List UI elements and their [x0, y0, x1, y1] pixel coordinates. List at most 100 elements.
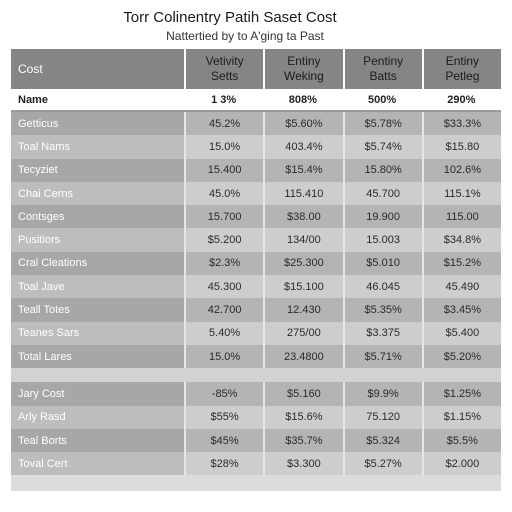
table-row: Teanes Sars 5.40% 275/00 $3.375 $5.400	[11, 321, 501, 345]
name-row-cell: 290%	[447, 93, 476, 106]
header-corner: Cost	[18, 62, 43, 76]
table-cell: 45.0%	[184, 181, 263, 206]
table-cell: 102.6%	[421, 158, 501, 182]
table-cell: $33.3%	[421, 112, 501, 136]
column-header: Pentiny Batts	[342, 49, 422, 89]
table-row: Getticus 45.2% $5.60% $5.78% $33.3%	[11, 112, 501, 136]
table-cell: $28%	[184, 452, 263, 476]
row-label: Teal Borts	[11, 428, 184, 453]
table-cell: $9.9%	[342, 382, 422, 406]
table-cell: $5.71%	[342, 344, 422, 369]
table-cell: 15.80%	[342, 158, 422, 182]
table-cell: $3.375	[342, 321, 422, 345]
table-cell: 15.003	[342, 228, 422, 252]
table-cell: 15.0%	[184, 135, 263, 159]
table-cell: 115.00	[421, 205, 501, 229]
table-row: Tecyziet 15.400 $15.4% 15.80% 102.6%	[11, 158, 501, 182]
row-label: Arly Rasd	[11, 405, 184, 429]
table-cell: 115.1%	[421, 181, 501, 206]
page-title: Torr Colinentry Patih Saset Cost	[123, 9, 337, 26]
table-row: Arly Rasd $55% $15.6% 75.120 $1.15%	[11, 405, 501, 429]
column-header: Entiny Petleg	[421, 49, 501, 89]
row-label: Tecyziet	[11, 158, 184, 182]
table-cell: 15.400	[184, 158, 263, 182]
table-cell: $5.5%	[421, 428, 501, 453]
table-row: Teal Borts $45% $35.7% $5.324 $5.5%	[11, 428, 501, 453]
table-cell: 45.490	[421, 275, 501, 299]
table-cell: $5.78%	[342, 112, 422, 136]
name-row: Name 1 3% 808% 500% 290%	[11, 89, 501, 112]
row-label: Total Lares	[11, 344, 184, 369]
row-label: Cral Cleations	[11, 251, 184, 276]
row-label: Toval Cert	[11, 452, 184, 476]
table-cell: $5.200	[184, 228, 263, 252]
table-cell: $5.35%	[342, 298, 422, 322]
table-body-bottom: Jary Cost -85% $5.160 $9.9% $1.25% Arly Rasd $…	[11, 382, 501, 476]
table-cell: $38.00	[263, 205, 342, 229]
row-label: Teall Totes	[11, 298, 184, 322]
table-row: Total Lares 15.0% 23.4800 $5.71% $5.20%	[11, 344, 501, 369]
name-row-cell: 1 3%	[211, 93, 237, 106]
table-cell: 45.2%	[184, 112, 263, 136]
table-cell: 19.900	[342, 205, 422, 229]
table-cell: $34.8%	[421, 228, 501, 252]
table-cell: 134/00	[263, 228, 342, 252]
table-row: Contsges 15.700 $38.00 19.900 115.00	[11, 205, 501, 229]
table-cell: $15.100	[263, 275, 342, 299]
table-cell: $2.000	[421, 452, 501, 476]
table-cell: $1.15%	[421, 405, 501, 429]
table-cell: $2.3%	[184, 251, 263, 276]
row-label: Jary Cost	[11, 382, 184, 406]
table-cell: $15.4%	[263, 158, 342, 182]
column-header: Vetivity Setts	[184, 49, 263, 89]
table-cell: $5.27%	[342, 452, 422, 476]
name-row-cell: 500%	[368, 93, 397, 106]
table-cell: $5.160	[263, 382, 342, 406]
table-cell: 12.430	[263, 298, 342, 322]
table-row: Toal Jave 45.300 $15.100 46.045 45.490	[11, 275, 501, 299]
cost-table: Cost Vetivity Setts Entiny Weking Pentin…	[11, 49, 501, 492]
table-cell: 46.045	[342, 275, 422, 299]
table-cell: $5.400	[421, 321, 501, 345]
table-row: Cral Cleations $2.3% $25.300 $5.010 $15.2%	[11, 251, 501, 276]
table-cell: $25.300	[263, 251, 342, 276]
page-subtitle: Nattertied by to A'ging ta Past	[166, 29, 324, 43]
table-cell: $45%	[184, 428, 263, 453]
table-cell: 5.40%	[184, 321, 263, 345]
row-label: Toal Nams	[11, 135, 184, 159]
row-label: Toal Jave	[11, 275, 184, 299]
table-cell: 115.410	[263, 181, 342, 206]
table-footer	[11, 475, 501, 492]
table-body-top: Getticus 45.2% $5.60% $5.78% $33.3% Toal Nams…	[11, 112, 501, 369]
name-row-cell: 808%	[288, 93, 317, 106]
table-cell: $5.20%	[421, 344, 501, 369]
table-cell: $15.2%	[421, 251, 501, 276]
row-label: Pusitiors	[11, 228, 184, 252]
section-divider	[11, 368, 501, 383]
name-row-label: Name	[18, 93, 48, 106]
table-cell: $5.324	[342, 428, 422, 453]
table-cell: -85%	[184, 382, 263, 406]
table-cell: 23.4800	[263, 344, 342, 369]
row-label: Chai Cerns	[11, 181, 184, 206]
table-cell: $3.45%	[421, 298, 501, 322]
table-cell: $55%	[184, 405, 263, 429]
table-row: Toal Nams 15.0% 403.4% $5.74% $15.80	[11, 135, 501, 159]
table-cell: 275/00	[263, 321, 342, 345]
table-cell: 45.300	[184, 275, 263, 299]
table-cell: $5.60%	[263, 112, 342, 136]
table-cell: 15.0%	[184, 344, 263, 369]
table-cell: 403.4%	[263, 135, 342, 159]
table-row: Teall Totes 42.700 12.430 $5.35% $3.45%	[11, 298, 501, 322]
table-cell: $5.74%	[342, 135, 422, 159]
table-cell: $15.6%	[263, 405, 342, 429]
table-cell: $1.25%	[421, 382, 501, 406]
table-cell: 42.700	[184, 298, 263, 322]
table-row: Toval Cert $28% $3.300 $5.27% $2.000	[11, 452, 501, 476]
table-row: Chai Cerns 45.0% 115.410 45.700 115.1%	[11, 181, 501, 206]
table-cell: $5.010	[342, 251, 422, 276]
row-label: Contsges	[11, 205, 184, 229]
table-cell: $3.300	[263, 452, 342, 476]
table-cell: 15.700	[184, 205, 263, 229]
table-row: Pusitiors $5.200 134/00 15.003 $34.8%	[11, 228, 501, 252]
